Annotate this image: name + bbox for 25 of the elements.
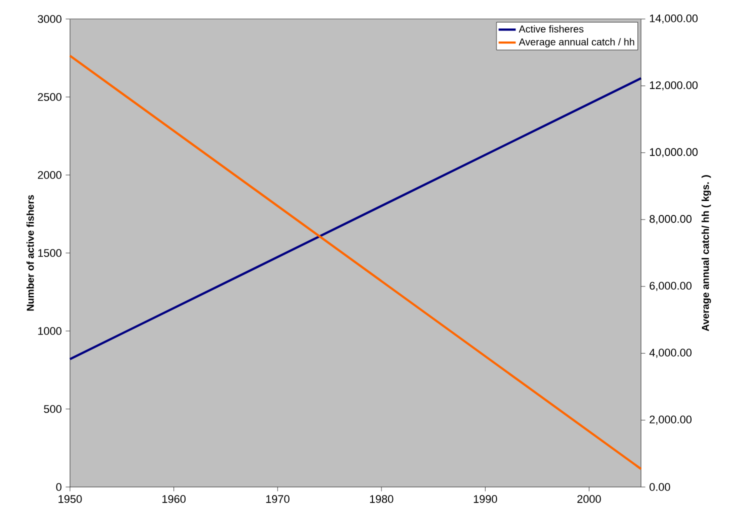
legend-label: Average annual catch / hh [518, 38, 634, 48]
legend-label: Active fisheres [518, 25, 584, 33]
x-tick-label: 1950 [58, 495, 82, 503]
x-tick-label: 1970 [266, 495, 290, 503]
y2-tick-label: 2,000.00 [650, 416, 692, 425]
x-tick-label: 1960 [162, 495, 186, 503]
y-tick-label: 500 [44, 405, 62, 413]
y2-tick-label: 8,000.00 [650, 215, 692, 224]
y-tick-label: 1500 [38, 249, 62, 257]
y2-tick-label: 6,000.00 [650, 282, 692, 291]
y-axis-title: Number of active fishers [26, 195, 34, 311]
y-tick-label: 2500 [38, 93, 62, 101]
x-tick-label: 1980 [370, 495, 394, 503]
x-tick-label: 1990 [474, 495, 498, 503]
y2-tick-label: 0.00 [650, 483, 670, 491]
x-tick-label: 2000 [577, 495, 601, 503]
y2-tick-label: 12,000.00 [650, 81, 698, 90]
y-tick-label: 0 [56, 483, 62, 491]
y-tick-label: 3000 [38, 15, 62, 23]
y2-tick-label: 4,000.00 [649, 348, 692, 358]
y-tick-label: 2000 [38, 171, 62, 179]
y-tick-label: 1000 [38, 327, 62, 335]
y2-axis-title: Average annual catch/ hh ( kgs. ) [702, 175, 711, 332]
y2-tick-label: 14,000.00 [650, 14, 698, 24]
y2-tick-label: 10,000.00 [650, 148, 698, 158]
